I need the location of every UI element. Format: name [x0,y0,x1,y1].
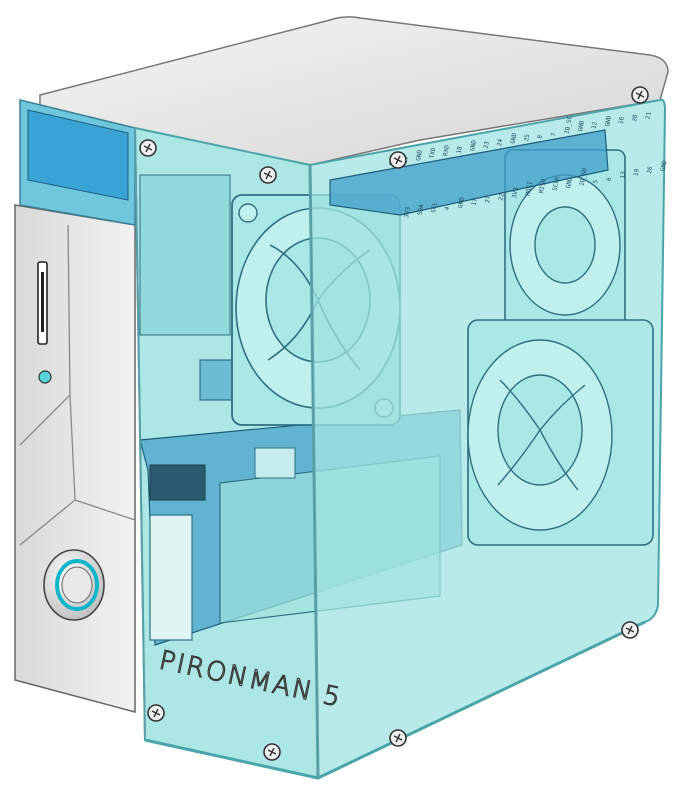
screw-icon [147,704,165,722]
gpio-pin-label: 19 [633,168,641,177]
gpio-pin-label: TXD [429,147,438,159]
gpio-pin-label: 8 [537,134,545,139]
screw-icon [389,151,407,169]
gpio-pin-label: ID_SC [564,115,574,134]
gpio-pin-label: 27 [484,195,492,204]
gpio-pin-label: 6 [606,176,614,181]
gpio-header: 5V5VGNDTXDRXD18GND2324GND2587ID_SCGND12G… [329,111,669,218]
gpio-pin-label: 23 [483,140,491,149]
led-indicator-icon [38,370,52,384]
gpio-pin-label: GND [565,177,574,189]
gpio-pin-label: 20 [631,114,639,123]
gpio-pin-label: 26 [646,166,654,175]
top-cover [39,16,669,166]
gpio-pin-label: GND [604,115,613,127]
gpio-pin-label: 16 [618,116,626,125]
gpio-pin-label: 5 [592,179,600,184]
fan-icon [504,149,626,331]
gpio-pin-label: SCL [430,201,439,213]
gpio-pin-label: 3V3 [403,206,412,218]
screw-icon [263,743,281,761]
gpio-pin-label: 18 [456,145,464,154]
gpio-pin-label: GND [415,149,424,161]
screw-icon [621,621,639,639]
screw-icon [631,86,649,104]
screw-icon [139,139,157,157]
gpio-pin-label: MOSI [525,180,534,196]
gpio-pin-label: 3V3 [511,186,520,198]
gpio-pin-label: SDA [417,204,426,216]
gpio-pin-label: GND [510,132,519,144]
gpio-pin-label: GND [457,196,466,208]
gpio-pin-label: 22 [498,192,506,201]
front-panel [14,204,136,713]
gpio-pin-label: SCLK [552,176,561,192]
gpio-pin-label: 17 [471,197,479,206]
gpio-pin-label: 4 [444,206,452,211]
gpio-pin-label: GND [577,120,586,132]
gpio-pin-label: 24 [496,138,504,147]
gpio-pin-label: MISO [538,178,547,194]
screw-icon [389,729,407,747]
gpio-pin-label: 7 [550,132,558,137]
gpio-pin-label: RXD [442,144,451,156]
gpio-pin-label: ID_SD [579,167,589,186]
power-button-icon[interactable] [43,549,105,621]
fan-icon [467,319,654,546]
gpio-pin-label: 12 [591,121,599,130]
gpio-pin-label: 13 [619,170,627,179]
gpio-pin-label: GND [469,139,478,151]
gpio-pin-label: 21 [645,111,653,120]
gpio-pin-label: GND [660,160,669,172]
gpio-pin-label: 25 [523,133,531,142]
oled-window [27,109,129,201]
screw-icon [259,166,277,184]
